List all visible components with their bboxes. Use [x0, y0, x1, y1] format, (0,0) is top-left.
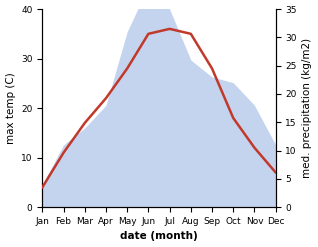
Y-axis label: max temp (C): max temp (C) [5, 72, 16, 144]
Y-axis label: med. precipitation (kg/m2): med. precipitation (kg/m2) [302, 38, 313, 178]
X-axis label: date (month): date (month) [120, 231, 198, 242]
